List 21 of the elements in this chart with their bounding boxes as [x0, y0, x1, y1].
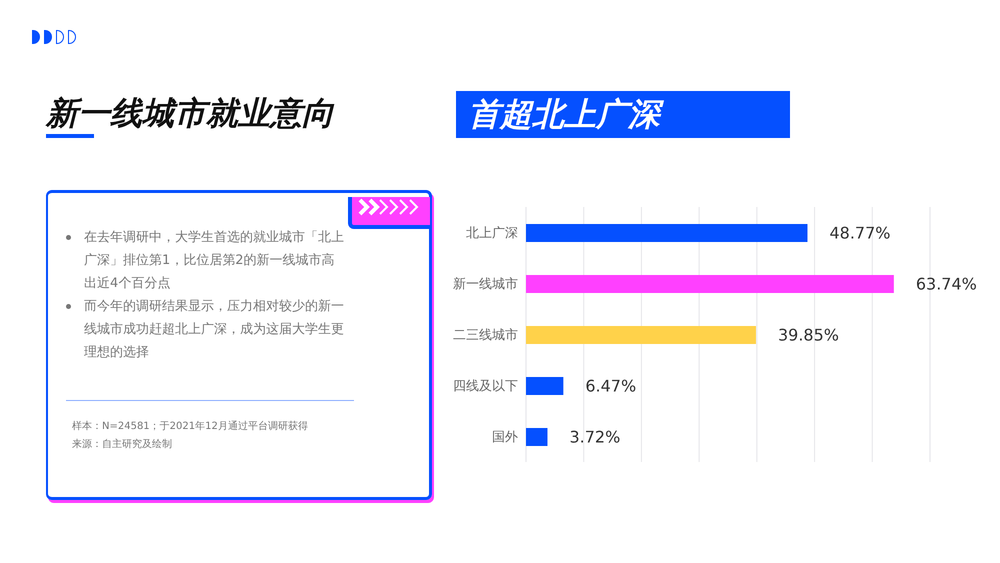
- data-label: 39.85%: [778, 326, 840, 345]
- data-label: 48.77%: [829, 224, 890, 243]
- bar: [526, 275, 894, 293]
- chart-subtitle: 首超北上广深: [456, 91, 790, 138]
- data-label: 6.47%: [585, 376, 636, 396]
- y-tick-label: 北上广深: [466, 226, 518, 242]
- data-label: 3.72%: [569, 428, 620, 447]
- bar: [526, 224, 808, 242]
- bar: [526, 428, 548, 446]
- bar: [526, 326, 756, 344]
- text: 新一线城市就业意向: [46, 93, 334, 134]
- bar: [526, 377, 564, 395]
- y-tick-label: 二三线城市: [453, 328, 518, 344]
- y-tick-label: 国外: [492, 430, 518, 446]
- text: 样本：N=24581；于2021年12月通过平台调研获得: [72, 420, 308, 434]
- y-tick-label: 四线及以下: [453, 379, 518, 394]
- text: 而今年的调研结果显示，压力相对较少的新一线城市成功赶超北上广深，成为这届大学生更理想的选择: [84, 298, 345, 362]
- text: 在去年调研中，大学生首选的就业城市「北上广深」排位第1，比位居第2的新一线城市高出近4个百分点: [84, 229, 345, 293]
- source-note: 来源：自主研究及绘制: [72, 438, 173, 452]
- y-tick-label: 新一线城市: [453, 277, 518, 292]
- data-label: 63.74%: [916, 274, 977, 294]
